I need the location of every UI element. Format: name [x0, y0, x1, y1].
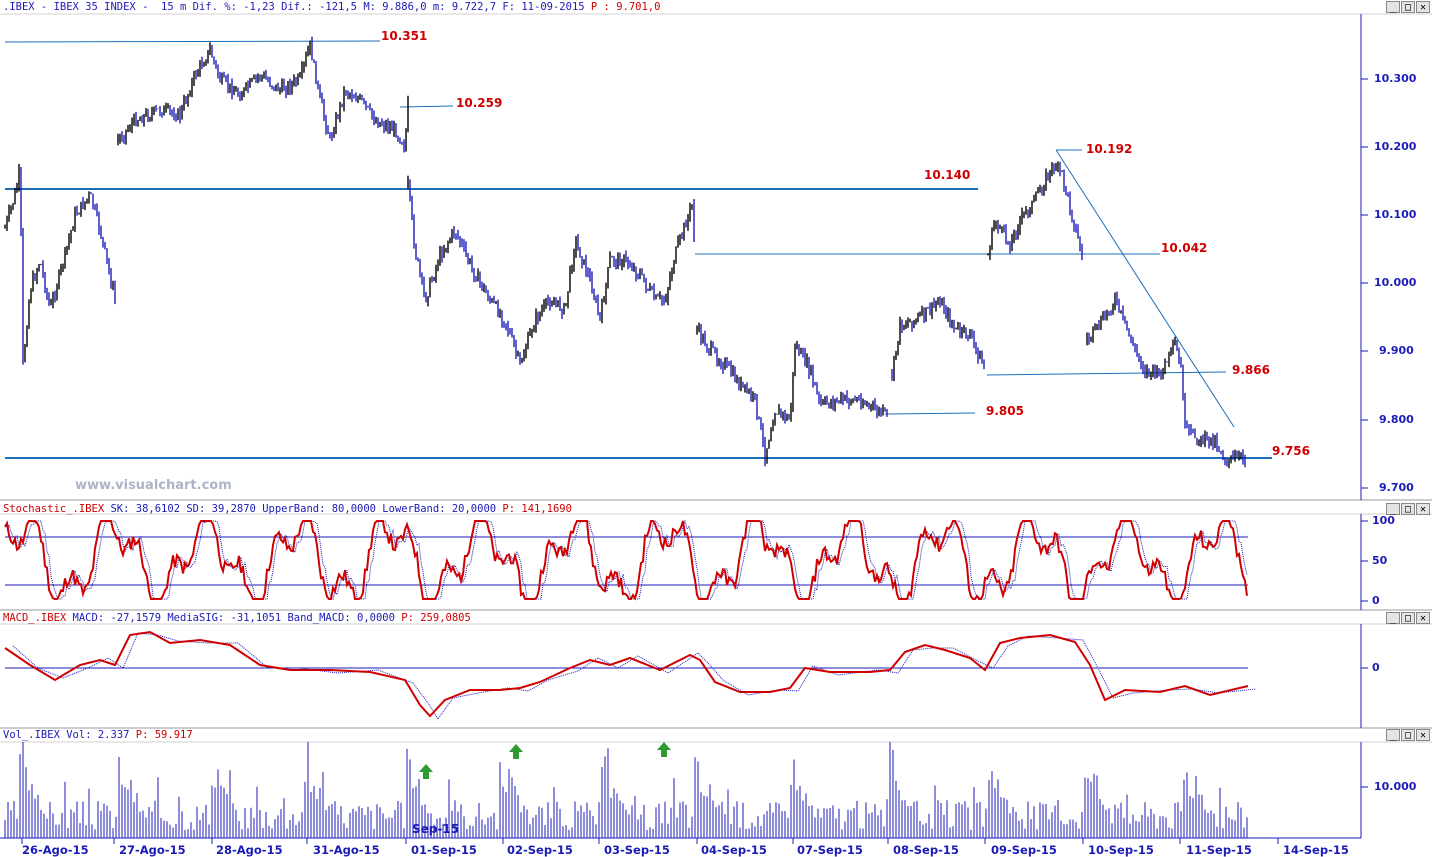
chart-title: .IBEX - IBEX 35 INDEX - 15 m Dif. %: -1,… — [3, 1, 585, 13]
volume-bars — [4, 742, 1248, 838]
date-label: 02-Sep-15 — [507, 843, 573, 857]
price-axis-label: 10.300 — [1374, 72, 1417, 85]
chart-last-price: P : 9.701,0 — [584, 1, 661, 13]
price-axis-label: 9.800 — [1379, 413, 1414, 426]
volume-values: Vol: 2.337 — [59, 729, 130, 741]
date-label: 07-Sep-15 — [797, 843, 863, 857]
close-icon[interactable]: ✕ — [1416, 729, 1430, 741]
price-window-buttons: _ □ ✕ — [1386, 1, 1430, 13]
date-label: 11-Sep-15 — [1186, 843, 1252, 857]
level-label[interactable]: 10.042 — [1161, 241, 1208, 255]
volume-panel[interactable]: Vol_.IBEX Vol: 2.337 P: 59.917 _ □ ✕ 10.… — [0, 729, 1432, 839]
date-label: 03-Sep-15 — [604, 843, 670, 857]
stochastic-axis-label: 100 — [1372, 514, 1395, 527]
minimize-icon[interactable]: _ — [1386, 503, 1400, 515]
minimize-icon[interactable]: _ — [1386, 1, 1400, 13]
volume-header: Vol_.IBEX Vol: 2.337 P: 59.917 — [3, 729, 193, 741]
macd-values: MACD: -27,1579 MediaSIG: -31,1051 Band_M… — [66, 612, 395, 624]
maximize-icon[interactable]: □ — [1401, 1, 1415, 13]
stochastic-bands — [5, 520, 1368, 602]
macd-header: MACD_.IBEX MACD: -27,1579 MediaSIG: -31,… — [3, 612, 471, 624]
volume-overlay-label: Sep-15 — [412, 822, 460, 836]
up-arrow-icon — [419, 764, 433, 779]
stochastic-sd-line — [6, 519, 1248, 600]
maximize-icon[interactable]: □ — [1401, 729, 1415, 741]
date-label: 04-Sep-15 — [701, 843, 767, 857]
stochastic-panel[interactable]: Stochastic_.IBEX SK: 38,6102 SD: 39,2870… — [0, 501, 1432, 611]
close-icon[interactable]: ✕ — [1416, 1, 1430, 13]
date-label: 10-Sep-15 — [1088, 843, 1154, 857]
trend-lines[interactable] — [4, 40, 1272, 459]
price-axis-label: 10.200 — [1374, 140, 1417, 153]
maximize-icon[interactable]: □ — [1401, 503, 1415, 515]
macd-panel[interactable]: MACD_.IBEX MACD: -27,1579 MediaSIG: -31,… — [0, 611, 1432, 729]
price-axis-label: 9.900 — [1379, 344, 1414, 357]
level-label[interactable]: 10.259 — [456, 96, 503, 110]
level-label[interactable]: 9.805 — [986, 404, 1024, 418]
volume-p: P: 59.917 — [129, 729, 193, 741]
up-arrow-icon — [509, 744, 523, 759]
macd-window-buttons: _ □ ✕ — [1386, 612, 1430, 624]
date-label: 31-Ago-15 — [313, 843, 380, 857]
level-label[interactable]: 9.866 — [1232, 363, 1270, 377]
close-icon[interactable]: ✕ — [1416, 612, 1430, 624]
volume-name: Vol_.IBEX — [3, 729, 60, 741]
maximize-icon[interactable]: □ — [1401, 612, 1415, 624]
volume-axis-label: 10.000 — [1374, 780, 1417, 793]
stochastic-p: P: 141,1690 — [496, 503, 572, 515]
level-label[interactable]: 10.351 — [381, 29, 428, 43]
volume-window-buttons: _ □ ✕ — [1386, 729, 1430, 741]
date-label: 08-Sep-15 — [893, 843, 959, 857]
date-label: 27-Ago-15 — [119, 843, 186, 857]
level-label[interactable]: 10.140 — [924, 168, 971, 182]
chart-header: .IBEX - IBEX 35 INDEX - 15 m Dif. %: -1,… — [3, 1, 660, 13]
macd-axis-label: 0 — [1372, 661, 1380, 674]
date-ticks — [21, 838, 1279, 844]
macd-line — [4, 630, 1249, 718]
price-axis-label: 10.100 — [1374, 208, 1417, 221]
stochastic-header: Stochastic_.IBEX SK: 38,6102 SD: 39,2870… — [3, 503, 572, 515]
price-axis-label: 9.700 — [1379, 481, 1414, 494]
volume-up-arrows — [419, 742, 671, 779]
price-axis-ticks — [1361, 78, 1368, 489]
up-arrow-icon — [657, 742, 671, 757]
watermark: www.visualchart.com — [75, 478, 232, 493]
price-series — [4, 36, 1246, 469]
minimize-icon[interactable]: _ — [1386, 729, 1400, 741]
close-icon[interactable]: ✕ — [1416, 503, 1430, 515]
level-label[interactable]: 10.192 — [1086, 142, 1133, 156]
stochastic-sk-line — [4, 519, 1248, 601]
stochastic-values: SK: 38,6102 SD: 39,2870 UpperBand: 80,00… — [104, 503, 497, 515]
macd-name: MACD_.IBEX — [3, 612, 67, 624]
date-label: 14-Sep-15 — [1283, 843, 1349, 857]
date-label: 26-Ago-15 — [22, 843, 89, 857]
date-label: 09-Sep-15 — [991, 843, 1057, 857]
price-panel[interactable]: .IBEX - IBEX 35 INDEX - 15 m Dif. %: -1,… — [0, 0, 1432, 500]
level-label[interactable]: 9.756 — [1272, 444, 1310, 458]
stochastic-name: Stochastic_.IBEX — [3, 503, 105, 515]
macd-p: P: 259,0805 — [394, 612, 471, 624]
stochastic-axis-label: 50 — [1372, 554, 1388, 567]
price-axis-label: 10.000 — [1374, 276, 1417, 289]
stochastic-axis-label: 0 — [1372, 594, 1380, 607]
minimize-icon[interactable]: _ — [1386, 612, 1400, 624]
stochastic-window-buttons: _ □ ✕ — [1386, 503, 1430, 515]
date-label: 01-Sep-15 — [411, 843, 477, 857]
date-label: 28-Ago-15 — [216, 843, 283, 857]
